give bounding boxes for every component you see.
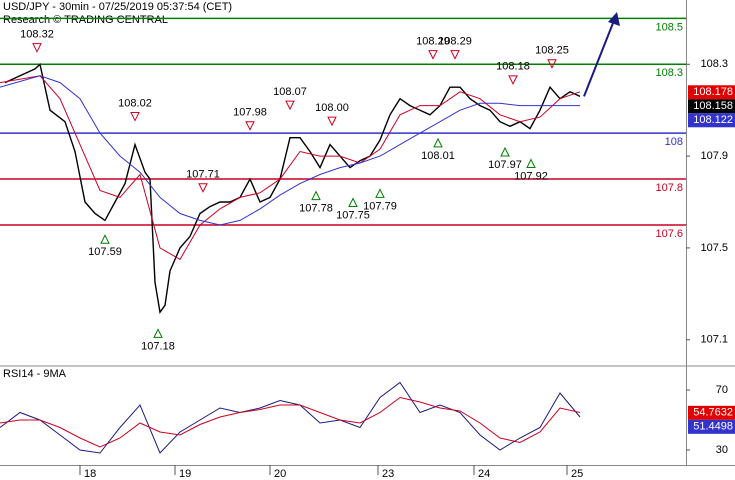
marker-label: 107.79 [363, 200, 397, 212]
series-line [0, 75, 580, 226]
chart-title: USD/JPY - 30min - 07/25/2019 05:37:54 (C… [3, 1, 232, 13]
y-tick-label: 107.5 [700, 242, 728, 254]
last-value-tag [688, 113, 735, 128]
x-tick-label: 19 [179, 468, 191, 480]
marker-label: 108.29 [438, 35, 472, 47]
last-value-tag [688, 99, 735, 114]
marker-label: 107.59 [88, 246, 122, 258]
marker-label: 108.02 [118, 97, 152, 109]
marker-label: 107.98 [233, 107, 267, 119]
peak-marker [198, 183, 208, 193]
marker-label: 107.92 [514, 170, 548, 182]
series-line [0, 75, 581, 261]
marker-label: 107.97 [488, 159, 522, 171]
last-value-label: 54.7632 [693, 407, 733, 419]
trough-marker [500, 146, 510, 157]
level-label: 108 [665, 136, 683, 148]
marker-label: 107.78 [299, 203, 333, 215]
series-line [0, 396, 581, 448]
trough-marker [433, 137, 443, 148]
last-value-tag [688, 405, 735, 420]
peak-marker [450, 50, 460, 60]
last-value-tag [688, 419, 735, 434]
marker-label: 107.18 [141, 340, 175, 352]
marker-label: 108.01 [421, 150, 455, 162]
peak-marker [508, 75, 518, 85]
marker-label: 108.00 [315, 102, 349, 114]
trough-marker [348, 197, 358, 208]
peak-marker [285, 100, 295, 111]
peak-marker [130, 112, 140, 122]
y-tick-label: 107.1 [700, 334, 728, 346]
peak-marker [327, 116, 337, 127]
last-value-label: 108.178 [693, 86, 733, 98]
trough-marker [100, 234, 110, 244]
marker-label: 108.18 [496, 61, 530, 73]
marker-label: 108.07 [273, 86, 307, 98]
x-tick-label: 23 [382, 468, 394, 480]
x-tick-label: 25 [571, 468, 583, 480]
last-value-label: 108.122 [693, 114, 733, 126]
projection-arrow [583, 17, 616, 97]
trough-marker [375, 188, 385, 198]
y-tick-label: 30 [716, 444, 728, 456]
level-label: 107.8 [655, 182, 683, 194]
level-label: 107.6 [655, 228, 683, 240]
trough-marker [526, 158, 536, 169]
peak-marker [32, 43, 42, 53]
arrow-head [608, 12, 620, 26]
marker-label: 108.25 [535, 45, 569, 57]
trough-marker [153, 328, 163, 338]
rsi-title: RSI14 - 9MA [3, 368, 67, 380]
x-tick-label: 20 [274, 468, 286, 480]
marker-label: 108.32 [20, 29, 54, 41]
chart-subtitle: Research © TRADING CENTRAL [3, 14, 168, 26]
marker-label: 107.75 [336, 209, 370, 221]
last-value-label: 108.158 [693, 100, 733, 112]
y-tick-label: 70 [716, 384, 728, 396]
peak-marker [547, 59, 557, 69]
last-value-tag [688, 85, 735, 100]
marker-label: 107.71 [186, 169, 220, 181]
series-line [0, 381, 581, 454]
trough-marker [311, 190, 321, 201]
y-tick-label: 107.9 [700, 150, 728, 162]
level-label: 108.3 [655, 67, 683, 79]
series-line [4, 62, 581, 314]
y-tick-label: 108.3 [700, 58, 728, 70]
peak-marker [245, 121, 255, 131]
level-label: 108.5 [655, 21, 683, 33]
last-value-label: 51.4498 [693, 421, 733, 433]
peak-marker [428, 50, 438, 60]
x-tick-label: 18 [84, 468, 96, 480]
x-tick-label: 24 [478, 468, 490, 480]
marker-label: 108.29 [416, 35, 450, 47]
